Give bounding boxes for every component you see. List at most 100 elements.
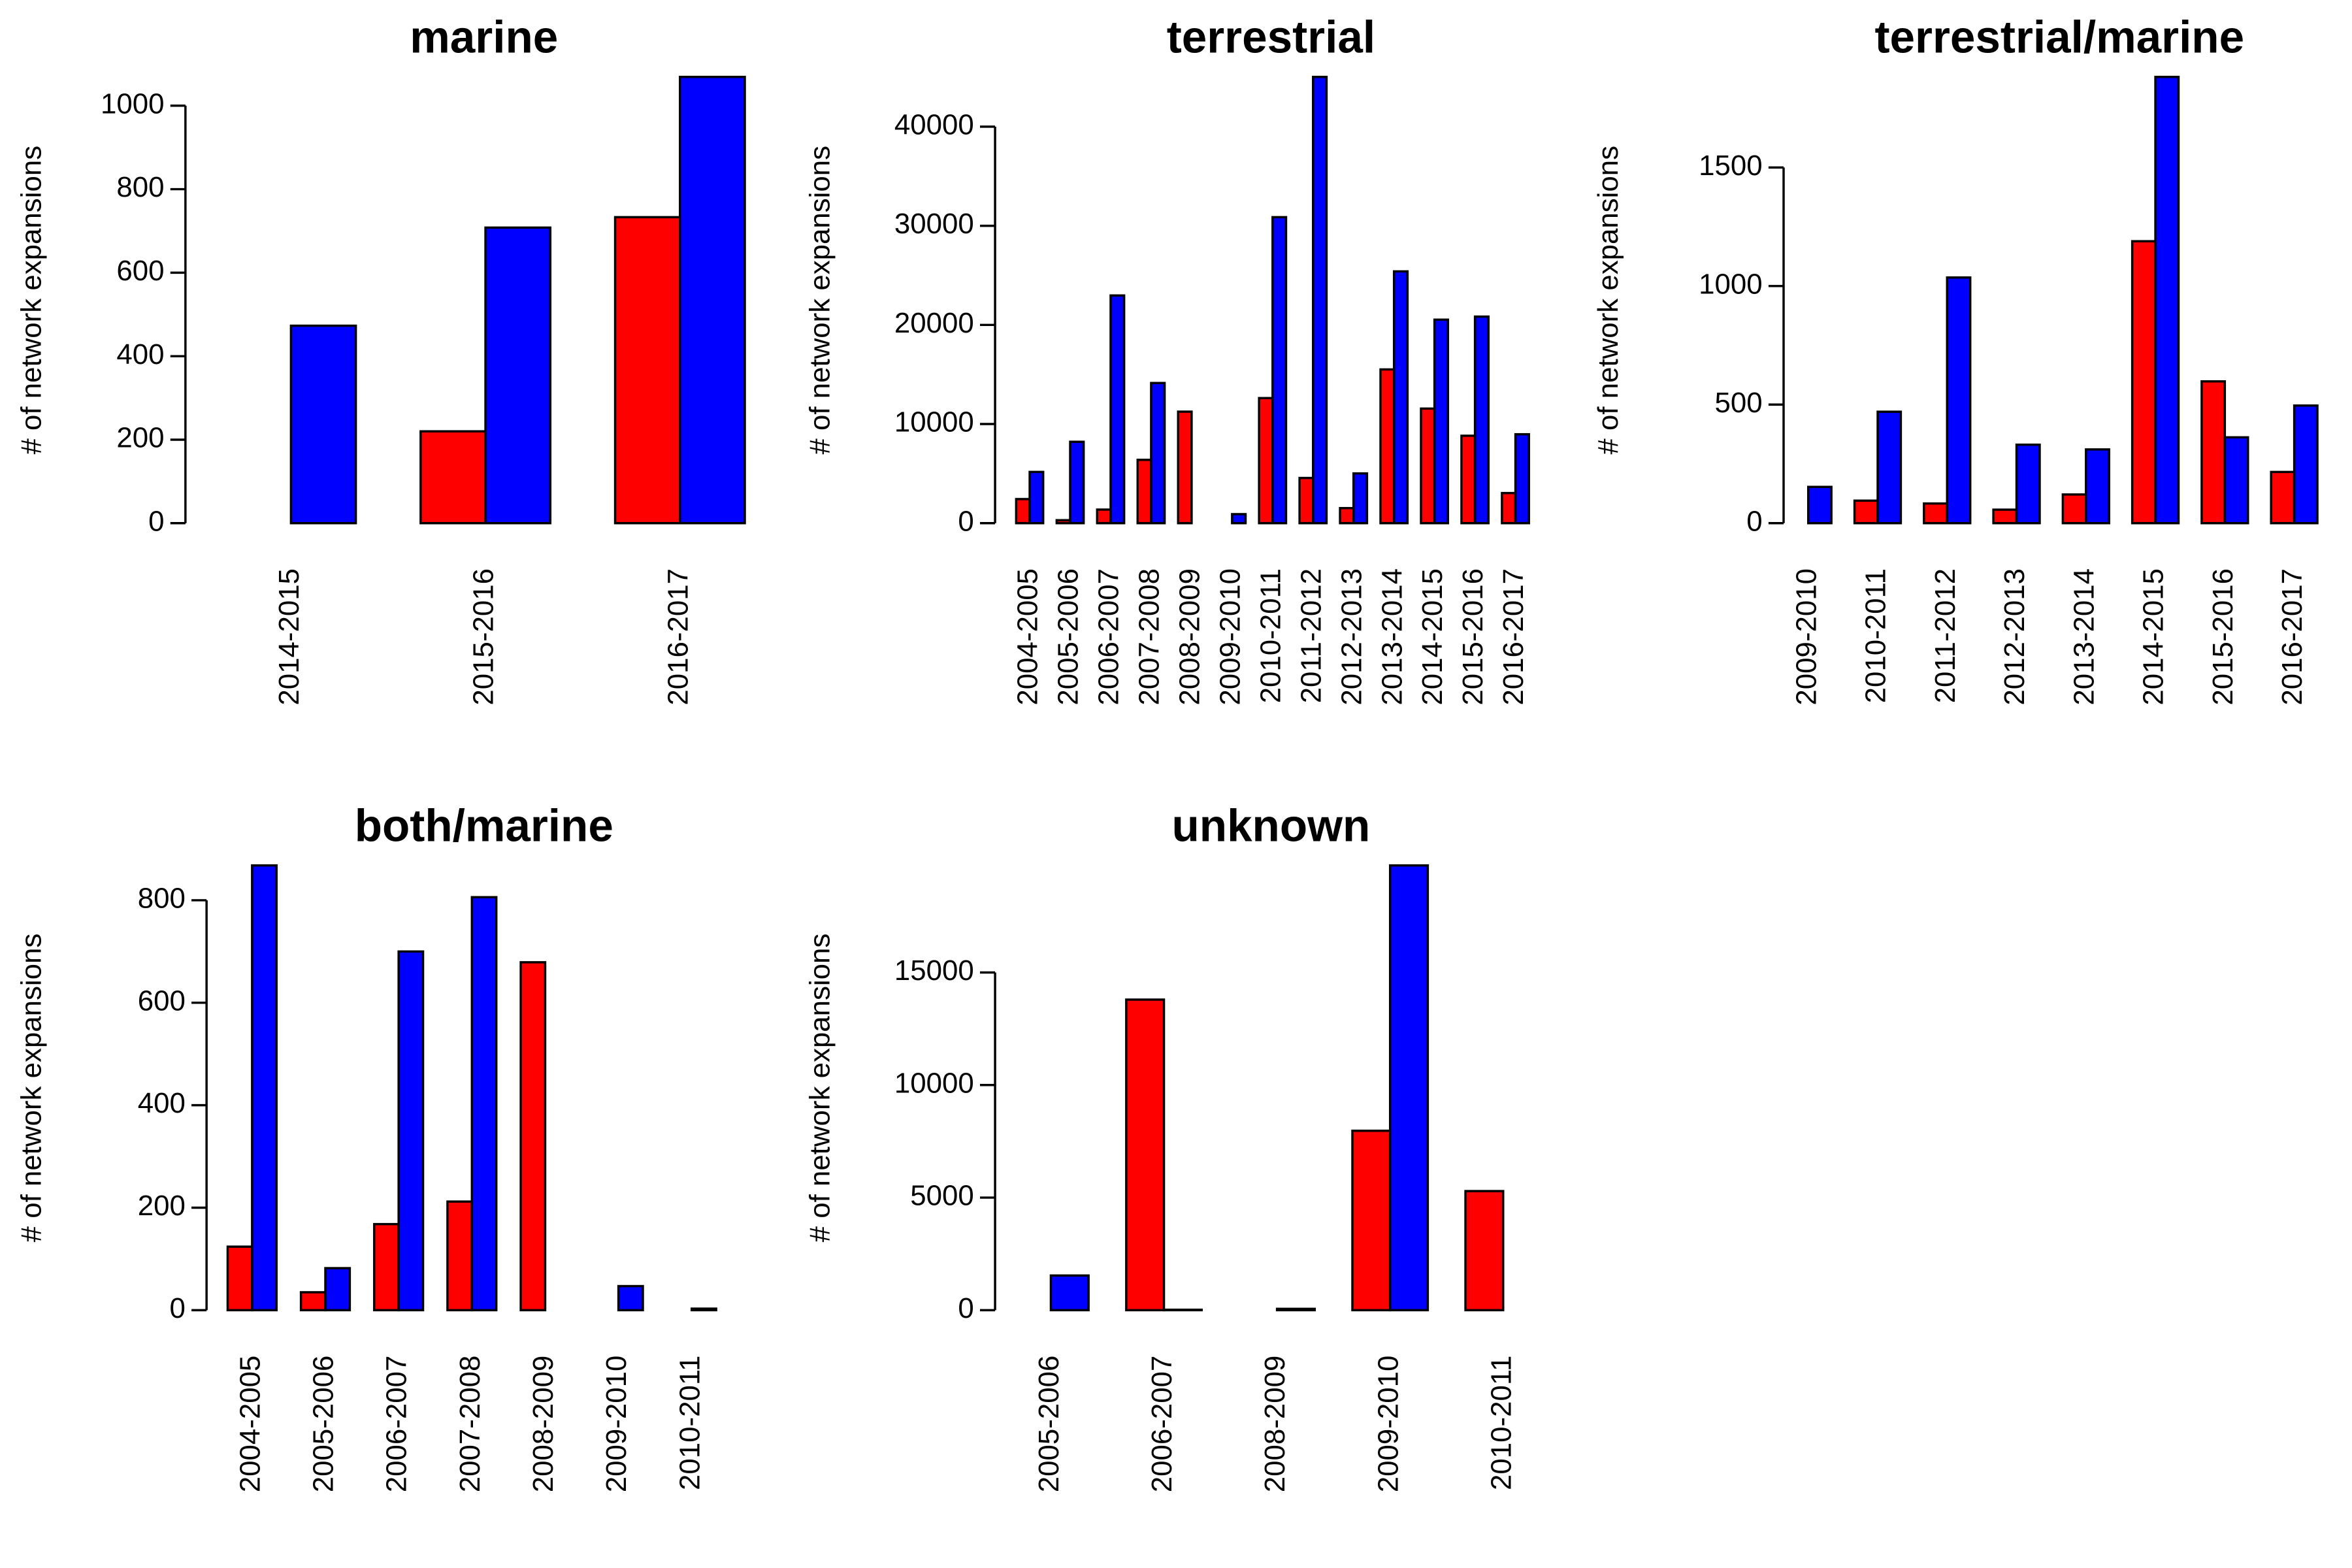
y-tick-label: 0: [148, 505, 164, 537]
y-tick-label: 400: [116, 338, 164, 370]
bar: [519, 961, 547, 1312]
bar: [679, 75, 746, 525]
bar: [470, 896, 498, 1312]
x-tick-label: 2005-2006: [308, 1356, 340, 1493]
x-tick-label: 2015-2016: [2207, 568, 2239, 706]
x-tick-label: 2006-2007: [1093, 568, 1125, 706]
x-tick-label: 2016-2017: [1497, 568, 1529, 706]
x-tick-label: 2009-2010: [1372, 1356, 1404, 1493]
y-tick-label: 1000: [1699, 268, 1763, 300]
bar: [226, 1245, 253, 1312]
x-tick-label: 2013-2014: [2068, 568, 2100, 706]
bar: [2270, 470, 2296, 525]
x-tick-label: 2012-2013: [1999, 568, 2031, 706]
bar: [1992, 508, 2018, 525]
x-tick-label: 2016-2017: [2276, 568, 2308, 706]
panel: unknown # of network expansions 0 5000 10000…: [804, 800, 1517, 1493]
x-tick-label: 2014-2015: [273, 568, 305, 706]
y-tick-label: 0: [958, 505, 973, 537]
bar: [1339, 506, 1355, 525]
y-tick-label: 10000: [894, 1067, 974, 1099]
bar: [1125, 998, 1166, 1312]
panel: terrestrial/marine # of network expansion…: [1592, 12, 2319, 706]
x-tick-label: 2009-2010: [1214, 568, 1246, 706]
y-tick-label: 500: [1715, 387, 1763, 419]
y-tick-label: 800: [116, 171, 164, 203]
panel: both/marine # of network expansions 0 200 40…: [15, 800, 717, 1493]
bar: [299, 1291, 327, 1312]
bar: [1015, 498, 1031, 525]
bar: [1806, 485, 1833, 525]
x-tick-label: 2015-2016: [468, 568, 500, 706]
y-tick-label: 20000: [894, 307, 974, 339]
x-tick-label: 2008-2009: [1173, 568, 1205, 706]
bar: [1352, 472, 1369, 525]
y-tick-label: 1000: [101, 88, 165, 120]
x-tick-label: 2006-2007: [381, 1356, 413, 1493]
x-tick-label: 2011-2012: [1295, 568, 1327, 703]
y-tick-label: 30000: [894, 208, 974, 240]
x-tick-label: 2007-2008: [1134, 568, 1166, 706]
x-tick-label: 2010-2011: [1485, 1356, 1517, 1490]
bar: [1275, 1307, 1316, 1312]
bar: [1271, 216, 1288, 525]
x-tick-label: 2004-2005: [1012, 568, 1044, 706]
x-tick-label: 2006-2007: [1146, 1356, 1178, 1493]
x-tick-label: 2010-2011: [1254, 568, 1286, 703]
bar: [1069, 440, 1085, 525]
x-tick-label: 2016-2017: [662, 568, 694, 706]
y-tick-label: 800: [138, 883, 186, 915]
chart-title: terrestrial/marine: [1875, 12, 2245, 63]
x-tick-label: 2007-2008: [454, 1356, 486, 1493]
bar: [1501, 491, 1517, 525]
y-tick-label: 600: [116, 255, 164, 287]
x-tick-label: 2012-2013: [1335, 568, 1367, 706]
x-tick-label: 2009-2010: [1790, 568, 1822, 706]
bar: [1388, 864, 1429, 1312]
y-tick-label: 15000: [894, 955, 974, 987]
y-tick-label: 40000: [894, 108, 974, 140]
bar: [1460, 434, 1477, 525]
bar: [1258, 397, 1274, 525]
bar: [484, 226, 552, 525]
panel: marine # of network expansions 0 200 400 600 8…: [15, 12, 746, 706]
chart-title: both/marine: [355, 800, 613, 851]
x-tick-label: 2011-2012: [1929, 568, 1961, 703]
bar: [1420, 407, 1436, 525]
bar: [2131, 240, 2157, 525]
bar: [1876, 410, 1903, 525]
bar: [1150, 382, 1166, 525]
bar: [1923, 502, 1948, 525]
y-axis-label: # of network expansions: [15, 146, 47, 455]
bar: [2154, 75, 2180, 525]
y-tick-label: 0: [958, 1292, 973, 1324]
bar: [1433, 318, 1450, 525]
x-tick-label: 2008-2009: [527, 1356, 559, 1493]
y-tick-label: 0: [1746, 505, 1762, 537]
bar: [1298, 476, 1315, 525]
x-tick-label: 2014-2015: [2138, 568, 2170, 706]
bar: [617, 1284, 644, 1312]
bar: [1473, 315, 1490, 525]
chart-title: unknown: [1172, 800, 1371, 851]
bar: [691, 1307, 717, 1312]
bar: [324, 1267, 351, 1312]
x-tick-label: 2008-2009: [1259, 1356, 1291, 1493]
bar: [2085, 448, 2110, 525]
bar: [1514, 433, 1530, 525]
y-tick-label: 5000: [910, 1180, 974, 1212]
y-axis-label: # of network expansions: [15, 934, 47, 1243]
y-tick-label: 10000: [894, 406, 974, 438]
chart-title: terrestrial: [1167, 12, 1375, 63]
x-tick-label: 2015-2016: [1457, 568, 1489, 706]
y-tick-label: 200: [116, 422, 164, 454]
bar: [1312, 75, 1328, 525]
x-tick-label: 2013-2014: [1376, 568, 1408, 706]
y-tick-label: 200: [138, 1190, 186, 1222]
bar: [1946, 276, 1972, 525]
x-tick-label: 2014-2015: [1416, 568, 1448, 706]
bar: [373, 1222, 400, 1312]
x-tick-label: 2009-2010: [600, 1356, 632, 1493]
bar: [1379, 368, 1396, 525]
